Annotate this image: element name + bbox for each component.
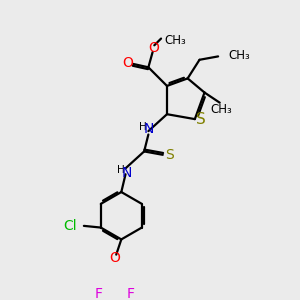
Text: O: O <box>109 251 120 265</box>
Text: Cl: Cl <box>64 219 77 233</box>
Text: CH₃: CH₃ <box>228 49 250 62</box>
Text: S: S <box>165 148 174 162</box>
Text: H: H <box>140 122 147 132</box>
Text: F: F <box>94 286 103 300</box>
Text: O: O <box>122 56 133 70</box>
Text: CH₃: CH₃ <box>211 103 232 116</box>
Text: N: N <box>144 122 154 136</box>
Text: F: F <box>127 286 135 300</box>
Text: CH₃: CH₃ <box>164 34 186 47</box>
Text: O: O <box>148 41 159 55</box>
Text: N: N <box>121 166 132 180</box>
Text: S: S <box>196 112 206 128</box>
Text: H: H <box>117 165 124 175</box>
